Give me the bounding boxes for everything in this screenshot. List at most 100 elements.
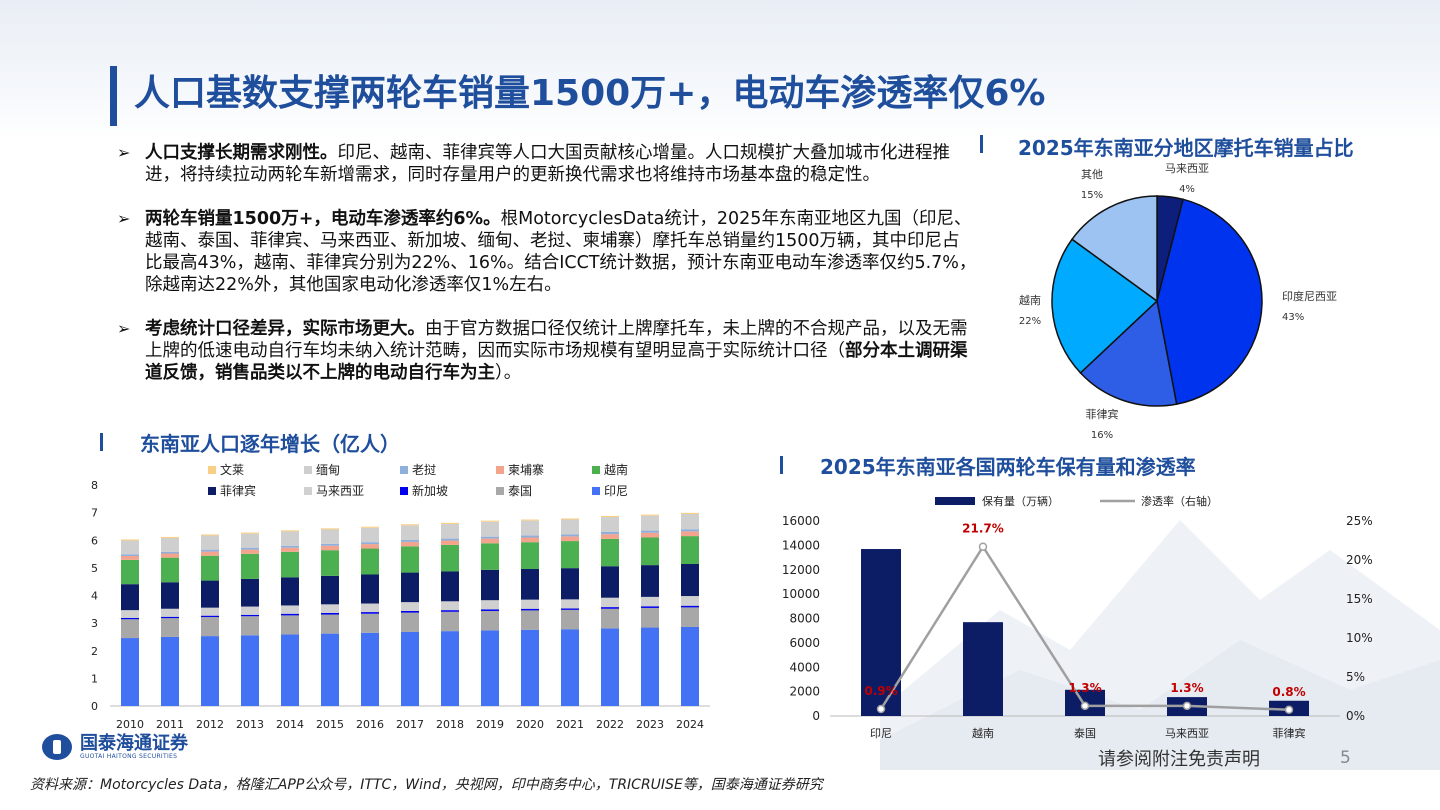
- bullet-tail: ）。: [495, 363, 522, 383]
- arrow-bullet-icon: ➢: [117, 319, 131, 338]
- legend-label: 渗透率（右轴）: [1141, 494, 1218, 508]
- stacked-bar-segment: [321, 614, 339, 634]
- stacked-bar-segment: [201, 636, 219, 706]
- stacked-bar-segment: [641, 530, 659, 533]
- stacked-bar-segment: [641, 537, 659, 566]
- stacked-bar-segment: [161, 538, 179, 552]
- pie-slice-name: 其他: [1081, 168, 1103, 181]
- stacked-bar-segment: [401, 610, 419, 613]
- stacked-bar-segment: [681, 536, 699, 565]
- y-tick-label: 2: [91, 645, 98, 658]
- stacked-bar-segment: [601, 607, 619, 609]
- stacked-bar-segment: [121, 638, 139, 706]
- x-tick-label: 2014: [276, 718, 304, 731]
- stacked-bar-segment: [321, 633, 339, 706]
- stacked-bar-segment: [561, 534, 579, 537]
- stacked-bar-segment: [281, 613, 299, 616]
- stacked-bar-segment: [481, 520, 499, 522]
- legend-swatch: [400, 487, 408, 495]
- right-y-tick-label: 10%: [1346, 631, 1373, 645]
- right-y-tick-label: 25%: [1346, 514, 1373, 528]
- stacked-bar-segment: [601, 515, 619, 518]
- right-y-tick-label: 5%: [1346, 670, 1365, 684]
- stacked-bar-segment: [361, 574, 379, 604]
- stacked-bar-segment: [441, 571, 459, 602]
- stacked-bar-segment: [281, 530, 299, 532]
- x-tick-label: 2023: [636, 718, 664, 731]
- stacked-bar-segment: [361, 527, 379, 543]
- x-tick-label: 越南: [972, 726, 994, 740]
- stacked-bar-segment: [201, 555, 219, 581]
- stacked-bar-segment: [521, 520, 539, 536]
- arrow-bullet-icon: ➢: [117, 209, 131, 228]
- pie-slice-label: 15%: [1081, 190, 1103, 201]
- stacked-bar-segment: [401, 612, 419, 632]
- x-tick-label: 菲律宾: [1273, 726, 1306, 740]
- penetration-point: [1080, 701, 1090, 711]
- stacked-bar-segment: [481, 609, 499, 611]
- x-tick-label: 2021: [556, 718, 584, 731]
- legend-label: 马来西亚: [316, 484, 364, 498]
- left-y-tick-label: 6000: [789, 636, 820, 650]
- stacked-bar-segment: [241, 614, 259, 617]
- stacked-bar-segment: [241, 578, 259, 607]
- population-title-bar: [100, 433, 103, 451]
- stacked-bar-segment: [401, 525, 419, 540]
- stacked-bar-segment: [201, 551, 219, 556]
- stacked-bar-segment: [201, 607, 219, 616]
- stacked-bar-segment: [601, 566, 619, 598]
- stacked-bar-segment: [321, 545, 339, 551]
- legend-swatch: [304, 466, 312, 474]
- stacked-bar-segment: [641, 627, 659, 706]
- stacked-bar-segment: [241, 532, 259, 534]
- stacked-bar-segment: [201, 535, 219, 550]
- stacked-bar-segment: [161, 616, 179, 619]
- stacked-bar-segment: [161, 608, 179, 617]
- stacked-bar-segment: [361, 526, 379, 528]
- penetration-point: [978, 542, 988, 551]
- combo-chart-title: 2025年东南亚各国两轮车保有量和渗透率: [820, 455, 1196, 479]
- y-tick-label: 6: [91, 534, 98, 547]
- stacked-bar-segment: [521, 535, 539, 538]
- stacked-bar-segment: [521, 537, 539, 543]
- bullet-item: ➢ 人口支撑长期需求刚性。印尼、越南、菲律宾等人口大国贡献核心增量。人口规模扩大…: [117, 142, 977, 186]
- stacked-bar-segment: [281, 605, 299, 614]
- bullet-list: ➢ 人口支撑长期需求刚性。印尼、越南、菲律宾等人口大国贡献核心增量。人口规模扩大…: [117, 142, 977, 406]
- pie-slice-name: 越南: [1019, 293, 1041, 307]
- page-number: 5: [1340, 748, 1351, 768]
- bullet-heading: 考虑统计口径差异，实际市场更大。: [145, 319, 425, 339]
- stacked-bar-segment: [321, 550, 339, 576]
- stacked-bar-segment: [321, 529, 339, 544]
- stacked-bar-segment: [601, 538, 619, 567]
- stacked-bar-segment: [161, 553, 179, 558]
- stacked-bar-segment: [561, 519, 579, 535]
- stacked-bar-segment: [281, 615, 299, 635]
- stacked-bar-segment: [601, 531, 619, 535]
- x-tick-label: 2011: [156, 718, 184, 731]
- stacked-bar-segment: [201, 549, 219, 552]
- y-tick-label: 0: [91, 700, 98, 713]
- ownership-bar: [963, 622, 1003, 716]
- y-tick-label: 4: [91, 590, 98, 603]
- stacked-bar-segment: [481, 610, 499, 631]
- pie-slice-label: 43%: [1282, 312, 1304, 323]
- left-y-tick-label: 16000: [782, 514, 820, 528]
- stacked-bar-segment: [121, 555, 139, 560]
- stacked-bar-segment: [681, 626, 699, 706]
- stacked-bar-segment: [401, 572, 419, 603]
- ownership-penetration-chart: 保有量（万辆） 渗透率（右轴） 0 2000 4000 6000 8000 10000 1200…: [782, 494, 1373, 740]
- stacked-bar-segment: [281, 547, 299, 552]
- pie-slice: [1079, 299, 1178, 407]
- stacked-bar-segment: [641, 596, 659, 607]
- stacked-bar-segment: [201, 580, 219, 608]
- pie-slice: [1156, 198, 1263, 406]
- stacked-bar-segment: [441, 610, 459, 612]
- legend-label: 柬埔寨: [508, 462, 544, 477]
- pie-slice-label: 22%: [1019, 316, 1041, 327]
- x-tick-label: 2016: [356, 718, 384, 731]
- stacked-bar-segment: [161, 557, 179, 583]
- stacked-bar-segment: [481, 521, 499, 537]
- stacked-bar-segment: [121, 559, 139, 585]
- stacked-bar-segment: [401, 631, 419, 706]
